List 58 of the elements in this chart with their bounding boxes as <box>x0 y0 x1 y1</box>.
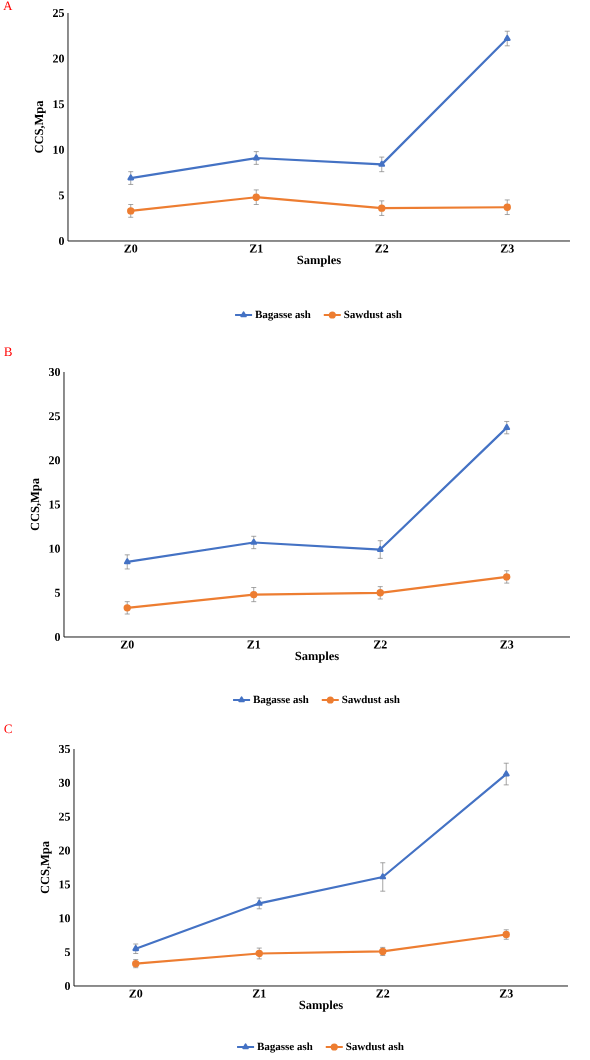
x-tick-label: Z1 <box>252 989 266 998</box>
y-tick-label: 10 <box>49 544 61 553</box>
point <box>123 558 131 565</box>
x-axis-title: Samples <box>295 651 339 663</box>
chart-title: A <box>3 1 13 11</box>
y-axis-title: CCS,Mpa <box>30 478 42 531</box>
point <box>503 203 511 211</box>
point <box>503 34 511 41</box>
y-tick-label: 0 <box>54 632 61 642</box>
point <box>252 193 260 201</box>
y-tick-label: 30 <box>48 367 61 377</box>
y-tick-label: 20 <box>59 846 71 855</box>
y-tick-label: 10 <box>53 145 65 154</box>
y-tick-label: 20 <box>49 456 61 465</box>
point <box>376 545 384 552</box>
x-tick-label: Z3 <box>500 244 514 253</box>
y-tick-label: 10 <box>59 914 71 923</box>
point <box>378 204 386 212</box>
point <box>250 590 258 599</box>
y-tick-label: 15 <box>59 880 71 889</box>
x-tick-label: Z2 <box>376 989 390 998</box>
x-axis-title: Samples <box>299 1000 343 1012</box>
y-tick-label: 5 <box>54 588 61 597</box>
y-tick-label: 25 <box>49 412 61 421</box>
y-tick-label: 15 <box>53 100 65 109</box>
legend-label: Bagasse ash <box>253 695 309 706</box>
y-tick-label: 35 <box>58 744 71 753</box>
x-tick-label: Z3 <box>499 989 513 998</box>
x-tick-label: Z1 <box>249 244 263 253</box>
y-tick-label: 5 <box>64 948 71 957</box>
x-tick-label: Z0 <box>129 989 143 998</box>
legend-label: Bagasse ash <box>257 1042 313 1053</box>
x-tick-label: Z2 <box>375 244 389 253</box>
y-tick-label: 25 <box>53 8 65 17</box>
y-axis-title: CCS,Mpa <box>34 100 46 153</box>
x-tick-label: Z0 <box>120 640 134 649</box>
x-tick-label: Z1 <box>247 640 261 649</box>
legend-label: Sawdust ash <box>346 1042 404 1051</box>
y-tick-label: 0 <box>64 981 71 991</box>
y-tick-label: 5 <box>58 191 65 200</box>
legend-label: Sawdust ash <box>344 310 402 319</box>
y-tick-label: 20 <box>53 54 65 63</box>
chart-title: B <box>4 347 12 357</box>
y-tick-label: 0 <box>58 236 65 246</box>
y-tick-label: 15 <box>49 500 61 509</box>
legend-label: Bagasse ash <box>255 310 311 321</box>
x-axis-title: Samples <box>297 255 341 267</box>
point <box>379 873 387 880</box>
x-tick-label: Z3 <box>500 640 514 649</box>
point <box>378 160 386 167</box>
legend-label: Sawdust ash <box>342 695 400 704</box>
y-axis-title: CCS,Mpa <box>40 841 52 894</box>
y-tick-label: 30 <box>58 778 71 787</box>
point <box>502 770 510 777</box>
y-tick-label: 25 <box>59 812 71 821</box>
chart-title: C <box>4 724 12 734</box>
x-tick-label: Z2 <box>373 640 387 649</box>
x-tick-label: Z0 <box>124 244 138 253</box>
